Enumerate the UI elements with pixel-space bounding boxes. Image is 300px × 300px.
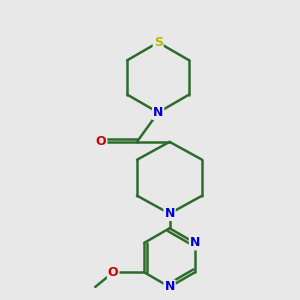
Text: S: S — [154, 36, 163, 49]
Text: N: N — [153, 106, 163, 119]
Text: N: N — [164, 207, 175, 220]
Text: O: O — [96, 135, 106, 148]
Text: N: N — [190, 236, 200, 249]
Text: N: N — [164, 280, 175, 293]
Text: O: O — [108, 266, 119, 279]
